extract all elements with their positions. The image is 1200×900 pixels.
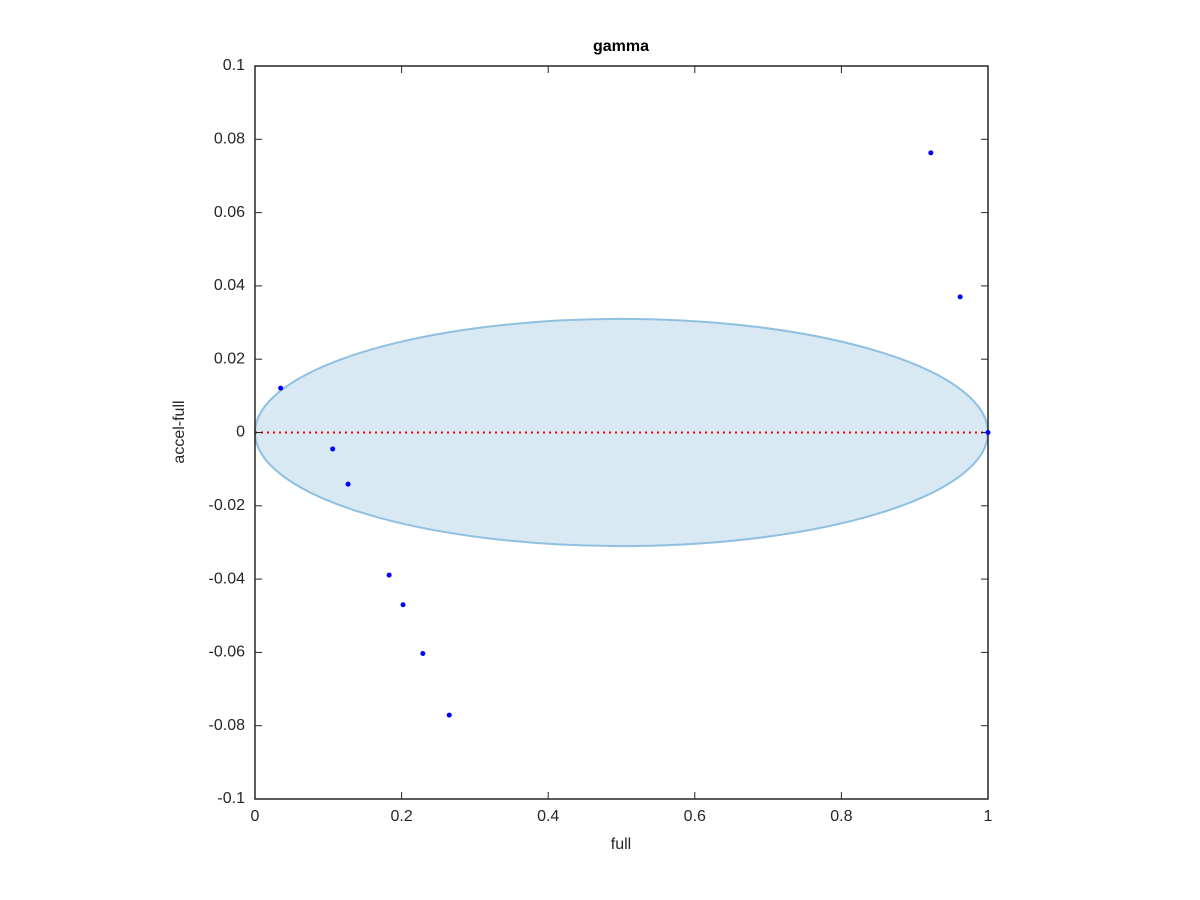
x-tick-label: 0.6 [684,808,706,825]
y-tick-label: 0.04 [214,277,245,294]
point [957,294,963,300]
y-tick-label: 0 [236,424,245,441]
y-tick-label: 0.1 [223,57,245,74]
x-tick-label: 1 [984,808,993,825]
y-tick-label: -0.08 [209,717,246,734]
point [345,481,351,487]
y-tick-label: -0.04 [209,570,246,587]
y-axis-label: accel-full [171,400,188,463]
point [420,650,426,656]
point [278,385,284,391]
x-tick-label: 0 [251,808,260,825]
x-tick-label: 0.4 [537,808,559,825]
y-tick-label: -0.02 [209,497,246,514]
y-tick-label: 0.02 [214,350,245,367]
point [386,572,392,578]
y-tick-label: 0.08 [214,131,245,148]
x-tick-label: 0.2 [390,808,412,825]
point [928,150,934,156]
point [330,446,336,452]
y-tick-label: -0.06 [209,644,246,661]
y-tick-label: 0.06 [214,204,245,221]
y-tick-label: -0.1 [217,790,245,807]
chart-title: gamma [593,38,649,55]
x-tick-label: 0.8 [830,808,852,825]
x-axis-label: full [611,836,631,853]
point [985,430,991,435]
point [446,712,452,718]
point [400,602,406,608]
